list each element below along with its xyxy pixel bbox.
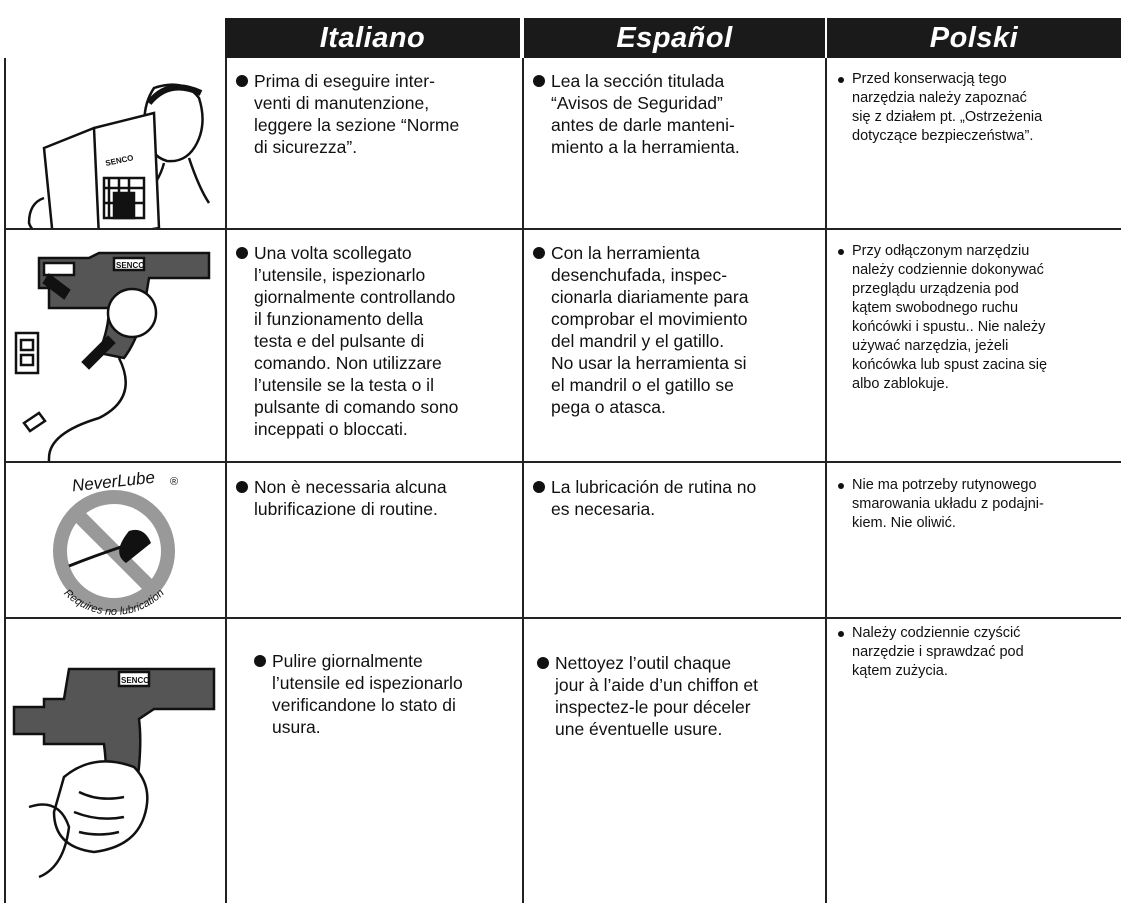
- illustration-text: SENCO: [116, 261, 144, 270]
- cell-text: di sicurezza”.: [254, 137, 358, 157]
- row-rule: [4, 461, 1121, 463]
- cell-text: leggere la sezione “Norme: [254, 115, 460, 135]
- cell-text: giornalmente controllando: [254, 287, 456, 307]
- cell-text: Con la herramienta: [551, 243, 700, 263]
- cell-text: desenchufada, inspec-: [551, 265, 728, 285]
- cell-text: inceppati o bloccati.: [254, 419, 408, 439]
- cell-text: usura.: [272, 717, 321, 737]
- illustration-text: ®: [170, 476, 178, 488]
- cell-text: lubrificazione di routine.: [254, 499, 438, 519]
- cell-text: dotyczące bezpieczeństwa”.: [852, 128, 1034, 144]
- cell-text: antes de darle manteni-: [551, 115, 735, 135]
- cell-text: kątem swobodnego ruchu: [852, 300, 1019, 316]
- column-rule: [225, 58, 227, 903]
- cell-text: pega o atasca.: [551, 397, 666, 417]
- column-rule: [522, 58, 524, 903]
- cell-text: miento a la herramienta.: [551, 137, 740, 157]
- cell-text: comando. Non utilizzare: [254, 353, 442, 373]
- cell-text: Non è necessaria alcuna: [254, 477, 447, 497]
- cell-text: używać narzędzia, jeżeli: [852, 338, 1009, 354]
- cell-text: No usar la herramienta si: [551, 353, 747, 373]
- column-rule: [825, 58, 827, 903]
- cell-text: verificandone lo stato di: [272, 695, 456, 715]
- cell-text: kiem. Nie oliwić.: [852, 515, 956, 531]
- bullet: [533, 247, 545, 259]
- cell-text: Nettoyez l’outil chaque: [555, 653, 732, 673]
- bullet: [838, 248, 844, 255]
- cell-text: narzędzie i sprawdzać pod: [852, 644, 1024, 660]
- illustration-text: SENCO: [121, 676, 149, 685]
- column-rule: [4, 58, 6, 903]
- bullet: [236, 75, 248, 87]
- cell-text: l’utensile ed ispezionarlo: [272, 673, 463, 693]
- cell-text: końcówka lub spust zacina się: [852, 357, 1048, 373]
- cell-text: Una volta scollegato: [254, 243, 412, 263]
- cell-text: l’utensile, ispezionarlo: [254, 265, 426, 285]
- cell-text: Przed konserwacją tego: [852, 71, 1007, 87]
- bullet: [533, 75, 545, 87]
- cell-text: inspectez-le pour déceler: [555, 697, 751, 717]
- column-header: Italiano: [225, 18, 520, 58]
- cell-text: une éventuelle usure.: [555, 719, 723, 739]
- bullet: [533, 481, 545, 493]
- cell-text: kątem zużycia.: [852, 663, 948, 679]
- illustration: SENCO: [27, 83, 211, 228]
- cell-text: jour à l’aide d’un chiffon et: [555, 675, 759, 695]
- cell-text: l’utensile se la testa o il: [254, 375, 434, 395]
- row-rule: [4, 228, 1121, 230]
- bullet: [236, 481, 248, 493]
- cell-text: es necesaria.: [551, 499, 656, 519]
- bullet: [254, 655, 266, 667]
- illustration: NeverLube ®Requires no lubrication: [53, 468, 178, 617]
- cell-text: Prima di eseguire inter-: [254, 71, 435, 91]
- cell-text: końcówki i spustu.. Nie należy: [852, 319, 1046, 335]
- cell-text: Przy odłączonym narzędziu: [852, 243, 1030, 259]
- cell-text: testa e del pulsante di: [254, 331, 425, 351]
- cell-text: przeglądu urządzenia pod: [852, 281, 1019, 297]
- cell-text: comprobar el movimiento: [551, 309, 748, 329]
- bullet: [838, 76, 844, 83]
- cell-text: il funzionamento della: [254, 309, 424, 329]
- cell-text: się z działem pt. „Ostrzeżenia: [852, 109, 1043, 125]
- cell-text: Nie ma potrzeby rutynowego: [852, 477, 1037, 493]
- cell-text: “Avisos de Seguridad”: [551, 93, 723, 113]
- illustration: SENCO: [12, 667, 216, 879]
- cell-text: Lea la sección titulada: [551, 71, 725, 91]
- column-header: Polski: [827, 18, 1121, 58]
- bullet: [838, 482, 844, 489]
- cell-text: smarowania układu z podajni-: [852, 496, 1044, 512]
- column-header: Español: [524, 18, 825, 58]
- cell-text: albo zablokuje.: [852, 376, 949, 392]
- illustration: SENCO: [14, 251, 211, 461]
- cell-text: narzędzia należy zapoznać: [852, 90, 1027, 106]
- cell-text: Należy codziennie czyścić: [852, 625, 1021, 641]
- cell-text: cionarla diariamente para: [551, 287, 749, 307]
- cell-text: pulsante di comando sono: [254, 397, 459, 417]
- cell-text: el mandril o el gatillo se: [551, 375, 734, 395]
- bullet: [537, 657, 549, 669]
- bullet: [236, 247, 248, 259]
- bullet: [838, 630, 844, 637]
- row-rule: [4, 617, 1121, 619]
- cell-text: del mandril y el gatillo.: [551, 331, 725, 351]
- cell-text: należy codziennie dokonywać: [852, 262, 1044, 278]
- cell-text: Pulire giornalmente: [272, 651, 423, 671]
- cell-text: venti di manutenzione,: [254, 93, 430, 113]
- cell-text: La lubricación de rutina no: [551, 477, 757, 497]
